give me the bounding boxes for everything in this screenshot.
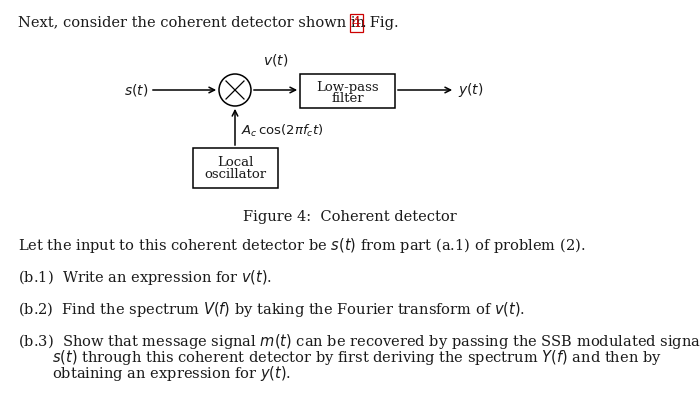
Text: .: . [362, 16, 367, 30]
Text: 4: 4 [352, 16, 361, 30]
Text: (b.3)  Show that message signal $m(t)$ can be recovered by passing the SSB modul: (b.3) Show that message signal $m(t)$ ca… [18, 332, 700, 351]
Bar [193, 148, 278, 188]
Text: $A_c\,\cos(2\pi f_c t)$: $A_c\,\cos(2\pi f_c t)$ [241, 123, 323, 139]
Text: (b.2)  Find the spectrum $V(f)$ by taking the Fourier transform of $v(t)$.: (b.2) Find the spectrum $V(f)$ by taking… [18, 300, 525, 319]
Text: filter: filter [331, 93, 364, 105]
Bar [300, 74, 395, 108]
Text: $s(t)$ through this coherent detector by first deriving the spectrum $Y(f)$ and : $s(t)$ through this coherent detector by… [52, 348, 662, 367]
Text: Low-pass: Low-pass [316, 81, 379, 93]
Text: Let the input to this coherent detector be $s(t)$ from part (a.1) of problem (2): Let the input to this coherent detector … [18, 236, 585, 255]
Text: (b.1)  Write an expression for $v(t)$.: (b.1) Write an expression for $v(t)$. [18, 268, 272, 287]
Text: $s(t)$: $s(t)$ [124, 82, 148, 98]
Text: obtaining an expression for $y(t)$.: obtaining an expression for $y(t)$. [52, 364, 291, 383]
Text: $y(t)$: $y(t)$ [458, 81, 484, 99]
Text: $v(t)$: $v(t)$ [263, 52, 288, 68]
Text: oscillator: oscillator [204, 169, 267, 181]
Text: Next, consider the coherent detector shown in Fig.: Next, consider the coherent detector sho… [18, 16, 403, 30]
Text: Local: Local [217, 157, 253, 169]
Text: Figure 4:  Coherent detector: Figure 4: Coherent detector [243, 210, 457, 224]
